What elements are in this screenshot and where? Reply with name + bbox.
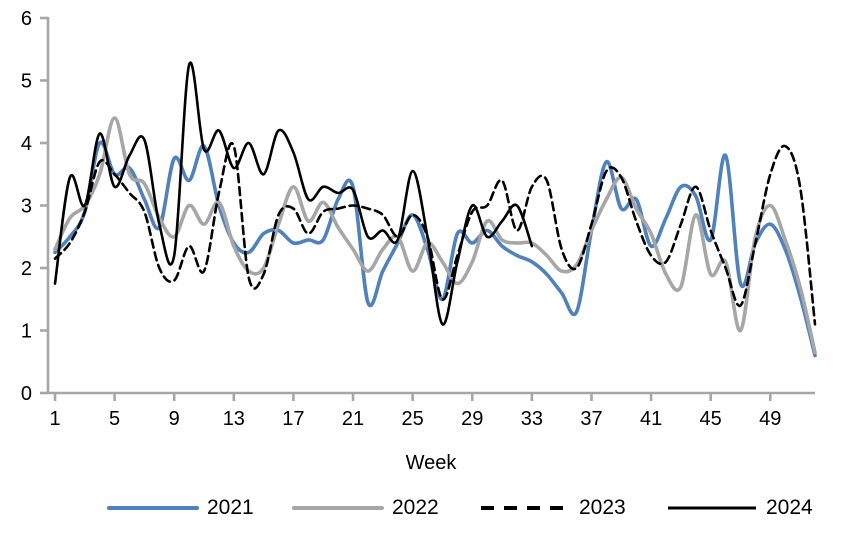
x-tick-label: 45 bbox=[700, 408, 722, 430]
x-tick-label: 33 bbox=[521, 408, 543, 430]
legend-label-2023: 2023 bbox=[579, 496, 626, 519]
y-tick-label: 2 bbox=[21, 258, 32, 280]
legend-label-2021: 2021 bbox=[207, 496, 254, 519]
x-tick-label: 41 bbox=[640, 408, 662, 430]
legend-swatch-2022 bbox=[292, 506, 384, 510]
x-tick-label: 21 bbox=[342, 408, 364, 430]
legend-swatch-2023 bbox=[481, 506, 569, 510]
x-tick-label: 37 bbox=[580, 408, 602, 430]
x-tick-label: 9 bbox=[169, 408, 180, 430]
x-tick-label: 49 bbox=[759, 408, 781, 430]
series-2023-line bbox=[53, 142, 817, 326]
y-tick-label: 5 bbox=[21, 71, 32, 93]
x-tick-label: 5 bbox=[109, 408, 120, 430]
x-axis-title: Week bbox=[405, 452, 457, 474]
y-tick-label: 1 bbox=[21, 321, 32, 343]
x-tick-label: 13 bbox=[223, 408, 245, 430]
series-2022-line bbox=[53, 116, 817, 355]
y-tick-label: 6 bbox=[21, 8, 32, 30]
x-tick-label: 17 bbox=[282, 408, 304, 430]
legend-swatch-2021 bbox=[107, 506, 199, 510]
x-tick-label: 25 bbox=[402, 408, 424, 430]
y-tick-label: 0 bbox=[21, 383, 32, 405]
x-tick-label: 29 bbox=[461, 408, 483, 430]
chart-legend: 2021 2022 2023 2024 bbox=[0, 494, 852, 526]
x-tick-label: 1 bbox=[49, 408, 60, 430]
series-2024-line bbox=[53, 61, 534, 326]
y-tick-label: 3 bbox=[21, 196, 32, 218]
legend-label-2022: 2022 bbox=[392, 496, 439, 519]
legend-swatch-2024 bbox=[668, 506, 756, 510]
legend-label-2024: 2024 bbox=[766, 496, 813, 519]
y-tick-label: 4 bbox=[21, 133, 32, 155]
series-2021-line bbox=[53, 140, 817, 358]
